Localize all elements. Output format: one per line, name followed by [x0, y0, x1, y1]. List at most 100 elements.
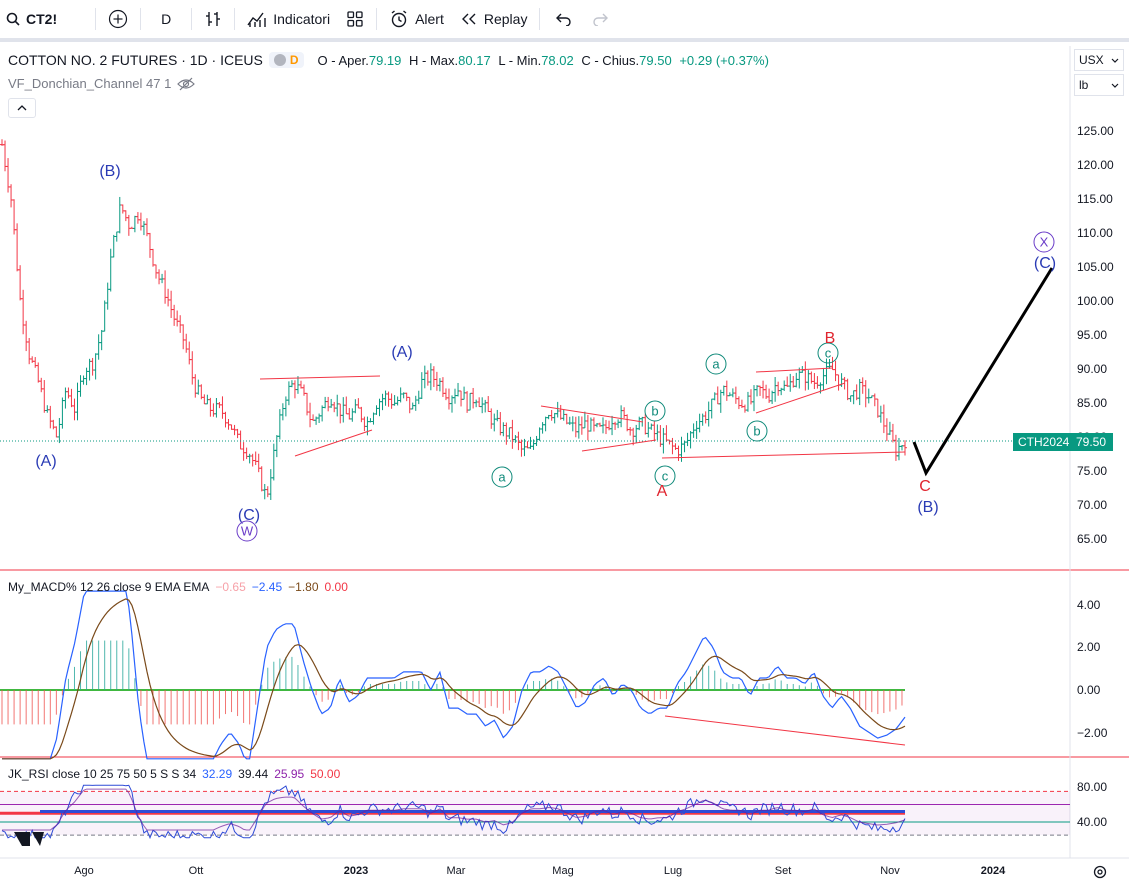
- macd-name: My_MACD% 12 26 close 9 EMA EMA: [8, 580, 210, 594]
- alarm-clock-icon: [389, 9, 409, 29]
- rsi-tick-label: 40.00: [1077, 815, 1108, 829]
- tradingview-logo: [14, 832, 44, 846]
- wave-label-teal-a1: a: [491, 466, 513, 488]
- alert-button[interactable]: Alert: [381, 3, 452, 35]
- price-tick-label: 115.00: [1077, 192, 1113, 206]
- divider: [539, 8, 541, 30]
- ohlc-values: O - Aper.79.19 H - Max.80.17 L - Min.78.…: [318, 53, 769, 68]
- wave-label-red-a: A: [656, 483, 668, 500]
- indicator-legend[interactable]: VF_Donchian_Channel 47 1: [8, 76, 196, 91]
- price-tick-label: 70.00: [1077, 498, 1108, 512]
- wave-label-red-b: B: [824, 330, 836, 347]
- macd-value-1: −0.65: [215, 580, 246, 594]
- chart-settings-button[interactable]: [1089, 861, 1111, 883]
- symbol-search[interactable]: CT2!: [0, 3, 65, 35]
- bars-icon: [204, 10, 222, 28]
- wave-label-blue-c2: (C): [1033, 255, 1057, 272]
- low-value: 78.02: [541, 52, 574, 68]
- open-value: 79.19: [368, 52, 402, 68]
- plus-circle-icon: [108, 9, 128, 29]
- rsi-value-2: 39.44: [238, 767, 269, 781]
- wave-label-red-c: C: [919, 478, 931, 495]
- indicators-button[interactable]: Indicatori: [239, 3, 338, 35]
- price-tick-label: 95.00: [1077, 328, 1108, 342]
- price-tick-label: 90.00: [1077, 362, 1108, 376]
- macd-value-2: −2.45: [251, 580, 283, 594]
- rsi-smooth-line: [2, 788, 906, 831]
- undo-button[interactable]: [544, 3, 582, 35]
- divider: [376, 8, 378, 30]
- indicator-name: VF_Donchian_Channel 47 1: [8, 76, 172, 91]
- currency-value: USX: [1079, 53, 1104, 67]
- price-tick-label: 125.00: [1077, 124, 1114, 138]
- trendline: [540, 405, 644, 423]
- time-tick-label: Lug: [663, 865, 683, 877]
- divider: [191, 8, 193, 30]
- wave-label-blue-c1: (C): [237, 507, 261, 524]
- rsi-value-4: 50.00: [310, 767, 341, 781]
- wave-label-teal-b2: b: [746, 420, 768, 442]
- price-tick-label: 100.00: [1077, 294, 1114, 308]
- wave-label-blue-b2: (B): [917, 499, 939, 516]
- price-tick-label: 75.00: [1077, 464, 1108, 478]
- eye-off-icon[interactable]: [177, 77, 196, 91]
- divider: [234, 8, 236, 30]
- time-tick-label: Nov: [880, 865, 900, 877]
- main-legend: COTTON NO. 2 FUTURES · 1D · ICEUS D O - …: [8, 52, 769, 68]
- badge-label: D: [289, 53, 299, 67]
- wave-label-purple-x: X: [1033, 231, 1055, 253]
- chevron-down-icon: [1111, 83, 1119, 88]
- alert-label: Alert: [415, 11, 444, 27]
- gear-icon: [1092, 864, 1108, 880]
- wave-label-teal-b1: b: [644, 400, 666, 422]
- contract-tag: CTH2024: [1013, 433, 1075, 451]
- interval-label: D: [161, 11, 172, 27]
- rsi-legend: JK_RSI close 10 25 75 50 5 S S 34 32.29 …: [8, 767, 340, 781]
- unit-select[interactable]: lb: [1074, 74, 1124, 96]
- price-tick-label: 105.00: [1077, 260, 1114, 274]
- wave-label-teal-a2: a: [705, 353, 727, 375]
- series-badge[interactable]: D: [268, 52, 304, 68]
- wave-label-teal-c1: c: [654, 465, 676, 487]
- trendline: [755, 382, 846, 414]
- collapse-legend-button[interactable]: [8, 98, 36, 118]
- time-tick-label: Ago: [74, 865, 94, 877]
- wave-label-blue-b1: (B): [99, 163, 121, 180]
- rsi-value-3: 25.95: [274, 767, 305, 781]
- macd-tick-label: 2.00: [1077, 640, 1101, 654]
- redo-button[interactable]: [582, 3, 620, 35]
- time-tick-label: Mar: [446, 865, 466, 877]
- interval-button[interactable]: D: [145, 3, 187, 35]
- price-tick-label: 120.00: [1077, 158, 1114, 172]
- wave-label-blue-a2: (A): [391, 344, 413, 361]
- currency-select[interactable]: USX: [1074, 49, 1124, 71]
- rsi-line: [1, 784, 906, 840]
- open-label: O - Aper.: [317, 52, 369, 68]
- macd-line: [2, 590, 906, 760]
- macd-tick-label: 4.00: [1077, 598, 1101, 612]
- redo-icon: [592, 12, 610, 26]
- close-label: C - Chius.: [581, 52, 640, 68]
- signal-line: [2, 598, 906, 760]
- trendline: [755, 367, 834, 373]
- layouts-button[interactable]: [338, 3, 372, 35]
- macd-value-4: 0.00: [324, 580, 348, 594]
- macd-tick-label: 0.00: [1077, 683, 1101, 697]
- indicators-label: Indicatori: [273, 11, 331, 27]
- wave-label-blue-a1: (A): [35, 453, 57, 470]
- replay-button[interactable]: Replay: [452, 3, 536, 35]
- last-price-tag: 79.50: [1071, 433, 1113, 451]
- divider: [140, 8, 142, 30]
- time-tick-label: 2023: [343, 865, 369, 877]
- high-label: H - Max.: [409, 52, 459, 68]
- trendline: [294, 429, 373, 457]
- undo-icon: [554, 12, 572, 26]
- compare-button[interactable]: [100, 3, 136, 35]
- price-tick-label: 110.00: [1077, 226, 1113, 240]
- high-value: 80.17: [458, 52, 491, 68]
- chart-type-button[interactable]: [196, 3, 230, 35]
- macd-value-3: −1.80: [288, 580, 319, 594]
- time-tick-label: Mag: [552, 865, 574, 877]
- time-tick-label: Ott: [188, 865, 204, 877]
